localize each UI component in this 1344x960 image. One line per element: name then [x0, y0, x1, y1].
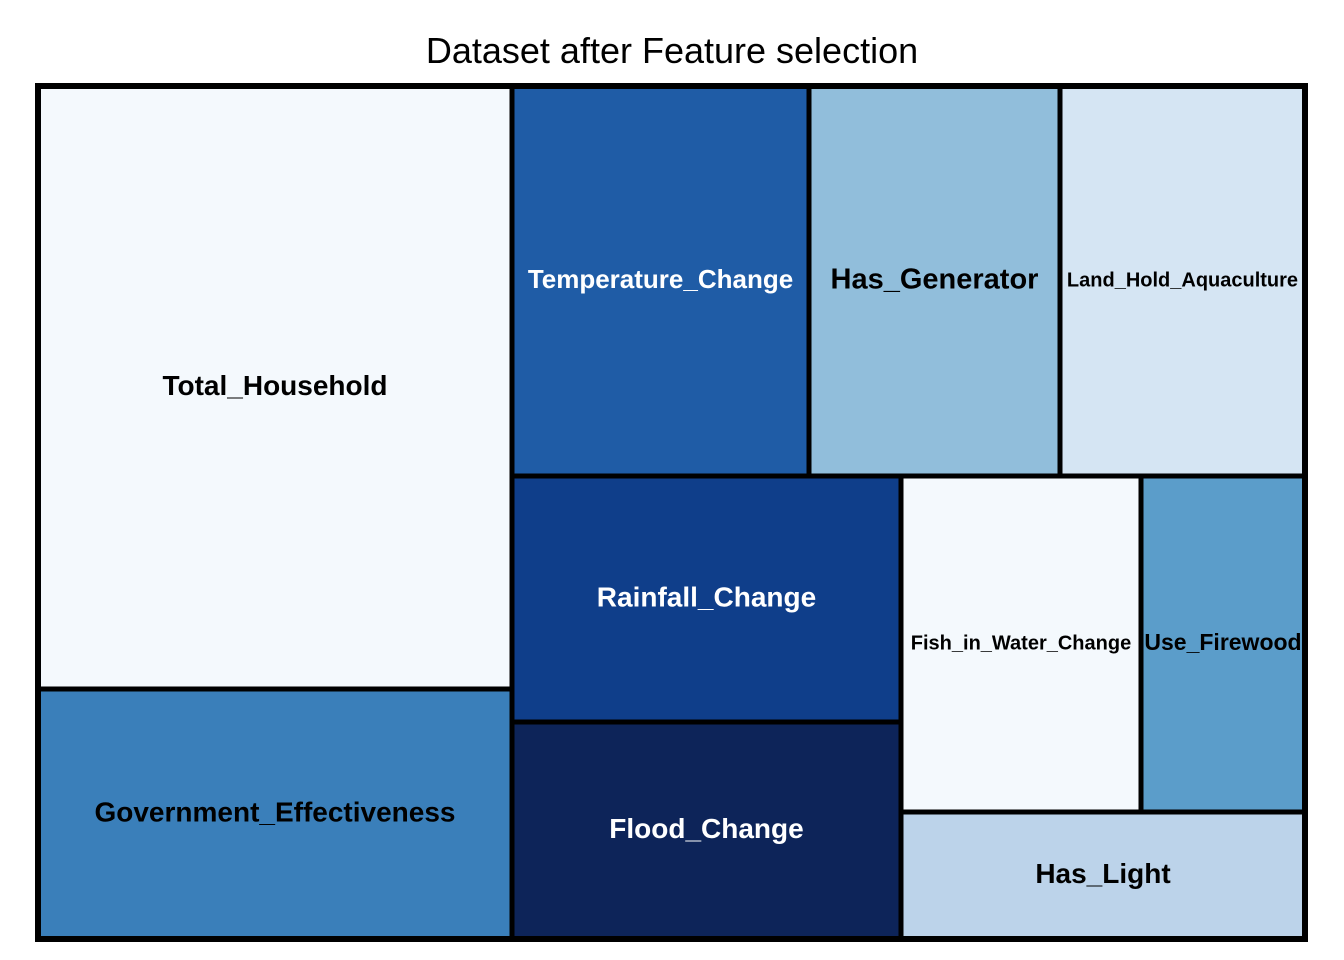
tile-label-has-generator: Has_Generator	[831, 264, 1039, 296]
tile-fish-in-water-change	[898, 473, 1144, 815]
tile-label-flood-change: Flood_Change	[609, 813, 803, 844]
tile-label-rainfall-change: Rainfall_Change	[597, 581, 816, 612]
tile-label-use-firewood: Use_Firewood	[1144, 629, 1301, 655]
tile-label-government-effectiveness: Government_Effectiveness	[94, 796, 455, 827]
tile-label-temperature-change: Temperature_Change	[528, 264, 793, 294]
tile-label-fish-in-water-change: Fish_in_Water_Change	[911, 632, 1131, 654]
tile-temperature-change	[509, 83, 812, 479]
tile-has-light	[898, 809, 1308, 942]
tile-total-household	[35, 83, 515, 692]
tile-use-firewood	[1138, 473, 1308, 815]
tile-label-total-household: Total_Household	[162, 370, 387, 401]
tile-label-has-light: Has_Light	[1035, 858, 1170, 889]
chart-title: Dataset after Feature selection	[425, 30, 919, 71]
tile-label-land-hold-aquaculture: Land_Hold_Aquaculture	[1067, 269, 1298, 291]
treemap-border	[35, 83, 1308, 942]
tile-government-effectiveness	[35, 686, 515, 942]
